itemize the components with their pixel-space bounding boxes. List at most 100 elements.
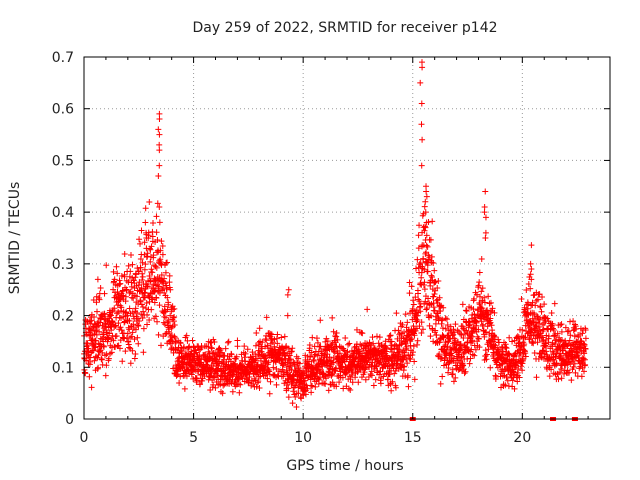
data-point (339, 374, 346, 381)
data-point (565, 355, 572, 362)
data-point (147, 289, 154, 296)
data-point (491, 309, 498, 316)
data-point (440, 304, 447, 311)
y-tick-label: 0.1 (52, 360, 74, 376)
data-point (393, 310, 400, 317)
data-point (357, 341, 364, 348)
data-point (533, 374, 540, 381)
data-point (312, 383, 319, 390)
data-point (437, 308, 444, 315)
data-point (93, 331, 100, 338)
data-point (423, 232, 430, 239)
spike-point (422, 224, 429, 231)
data-point (120, 313, 127, 320)
data-point (483, 351, 490, 358)
data-point (324, 338, 331, 345)
data-point (156, 257, 163, 264)
data-point (554, 330, 561, 337)
data-point (495, 336, 502, 343)
data-point (545, 333, 552, 340)
data-point (502, 382, 509, 389)
data-point (92, 337, 99, 344)
data-point (430, 293, 437, 300)
data-point (129, 261, 136, 268)
data-point (167, 312, 174, 319)
data-point (242, 350, 249, 357)
data-point (528, 242, 535, 249)
data-point (395, 327, 402, 334)
data-point (369, 334, 376, 341)
data-point (97, 285, 104, 292)
data-point (189, 337, 196, 344)
data-point (373, 352, 380, 359)
data-point (346, 340, 353, 347)
data-point (135, 340, 142, 347)
data-point (139, 259, 146, 266)
data-point (319, 363, 326, 370)
data-point (471, 295, 478, 302)
data-point (376, 371, 383, 378)
data-point (263, 314, 270, 321)
data-point (123, 286, 130, 293)
data-point (459, 301, 466, 308)
data-point (401, 363, 408, 370)
spike-point (155, 172, 162, 179)
y-tick-label: 0.6 (52, 102, 74, 118)
plot-frame (83, 56, 611, 420)
data-point (163, 285, 170, 292)
data-point (558, 375, 565, 382)
data-point (334, 336, 341, 343)
data-point (105, 335, 112, 342)
data-point (558, 328, 565, 335)
data-point (100, 343, 107, 350)
data-point (228, 380, 235, 387)
data-point (531, 350, 538, 357)
data-point (256, 385, 263, 392)
data-point (509, 338, 516, 345)
data-point (444, 343, 451, 350)
data-point (88, 317, 95, 324)
spike-point (417, 79, 424, 86)
data-point (475, 326, 482, 333)
data-point (384, 376, 391, 383)
data-point (460, 350, 467, 357)
data-point (365, 374, 372, 381)
data-point (534, 339, 541, 346)
data-point (516, 336, 523, 343)
data-point (572, 325, 579, 332)
data-point (110, 268, 117, 275)
data-point (115, 309, 122, 316)
data-point (555, 376, 562, 383)
data-point (519, 357, 526, 364)
data-point (432, 327, 439, 334)
data-point (142, 261, 149, 268)
data-point (274, 372, 281, 379)
data-point (103, 362, 110, 369)
data-point (430, 304, 437, 311)
data-point (387, 332, 394, 339)
data-point (171, 314, 178, 321)
data-point (263, 337, 270, 344)
data-point (454, 327, 461, 334)
data-point (421, 203, 428, 210)
spike-point (156, 116, 163, 123)
data-point (462, 368, 469, 375)
data-point (418, 329, 425, 336)
data-point (538, 333, 545, 340)
data-point (253, 329, 260, 336)
data-point (106, 330, 113, 337)
y-tick-label: 0.5 (52, 153, 74, 169)
data-point (411, 332, 418, 339)
data-point (91, 330, 98, 337)
data-point (308, 349, 315, 356)
spike-point (481, 209, 488, 216)
data-point (243, 370, 250, 377)
data-point (389, 378, 396, 385)
data-point (244, 346, 251, 353)
data-point (478, 318, 485, 325)
data-point (118, 327, 125, 334)
data-point (238, 373, 245, 380)
data-point (431, 267, 438, 274)
data-point (159, 242, 166, 249)
